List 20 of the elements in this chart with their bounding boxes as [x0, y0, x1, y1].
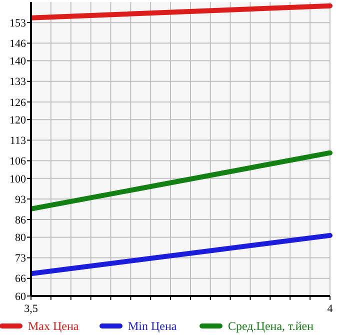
- y-tick-label: 73: [15, 252, 26, 265]
- legend-label: Max Цена: [28, 319, 80, 333]
- x-tick-label: 4: [327, 303, 334, 315]
- y-tick-label: 80: [15, 232, 26, 244]
- legend-label: Сред.Цена, т.йен: [228, 319, 314, 333]
- y-tick-label: 140: [10, 56, 26, 68]
- y-tick-label: 153: [10, 17, 26, 30]
- y-tick-label: 120: [10, 114, 26, 126]
- legend-label: Min Цена: [128, 319, 178, 333]
- y-tick-label: 146: [10, 38, 26, 50]
- y-tick-label: 60: [15, 290, 26, 303]
- y-tick-label: 86: [15, 214, 26, 226]
- y-tick-label: 133: [10, 76, 26, 88]
- y-tick-label: 93: [15, 194, 26, 206]
- y-tick-label: 113: [10, 135, 26, 148]
- y-tick-label: 100: [10, 173, 26, 186]
- y-tick-label: 106: [10, 156, 26, 168]
- x-tick-label: 3,5: [24, 303, 38, 315]
- y-tick-label: 126: [10, 96, 26, 109]
- y-tick-label: 66: [15, 273, 26, 286]
